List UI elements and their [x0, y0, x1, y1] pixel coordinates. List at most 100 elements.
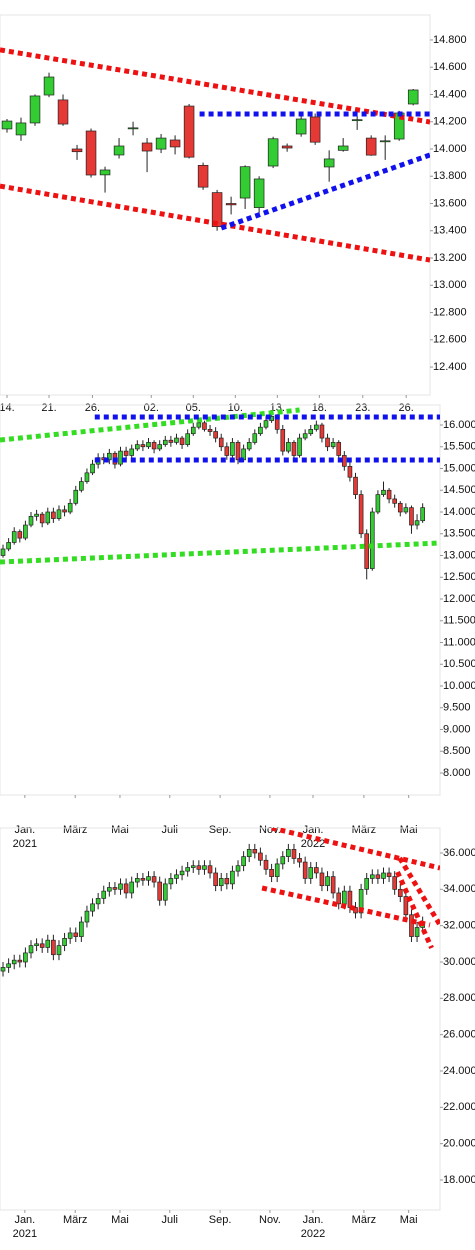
candle-body — [409, 507, 414, 526]
x-tick-label: Jan. — [14, 824, 35, 836]
candle-body — [151, 442, 157, 450]
candle-body — [23, 952, 28, 963]
candle-body — [99, 169, 111, 176]
candle-body — [67, 502, 73, 513]
candle-body — [6, 542, 11, 550]
candle-body — [197, 164, 209, 188]
candle-body — [224, 878, 230, 885]
y-tick-label: 30.000 — [443, 956, 475, 968]
candle-body — [409, 914, 414, 937]
candle-body — [17, 531, 23, 539]
trend-line — [261, 885, 431, 928]
candle-body — [230, 442, 235, 456]
candle-body — [297, 437, 302, 456]
y-tick-label: 12.000 — [443, 593, 475, 605]
candle-body — [414, 520, 420, 526]
x-tick-label: 26. — [399, 402, 414, 414]
y-tick-label: 13.600 — [433, 197, 467, 209]
candle-body — [379, 140, 391, 143]
x-tick-label: Mai — [400, 824, 418, 836]
candle-body — [252, 433, 258, 443]
candle-body — [375, 494, 381, 513]
x-tick-label: 21. — [41, 402, 56, 414]
candle-body — [207, 865, 213, 874]
candle-body — [155, 137, 167, 150]
y-tick-label: 8.500 — [443, 745, 471, 757]
candle-body — [386, 872, 392, 877]
candle-body — [302, 433, 308, 439]
x-tick-year: 2021 — [13, 838, 37, 850]
candle-body — [397, 502, 403, 513]
y-tick-label: 13.800 — [433, 170, 467, 182]
candle-body — [314, 867, 319, 874]
candle-body — [375, 874, 381, 879]
y-tick-label: 32.000 — [443, 920, 475, 932]
candle-body — [84, 910, 90, 923]
candle-body — [45, 511, 51, 524]
candle-body — [280, 429, 286, 452]
candle-body — [269, 868, 274, 877]
plot-area — [0, 407, 440, 580]
x-tick-label: Sep. — [209, 824, 232, 836]
y-tick-label: 36.000 — [443, 847, 475, 859]
candle-body — [79, 921, 84, 937]
plot-area — [0, 47, 430, 263]
x-tick-label: 18. — [312, 402, 327, 414]
candle-body — [107, 887, 112, 892]
candle-body — [246, 442, 252, 450]
candle-body — [253, 178, 265, 208]
candle-body — [323, 158, 335, 168]
candle-body — [295, 118, 307, 135]
candle-body — [263, 420, 269, 428]
x-tick-label: März — [63, 1214, 87, 1226]
candle-body — [392, 876, 397, 890]
y-tick-label: 12.400 — [433, 361, 467, 373]
x-tick-label: Jan. — [14, 1214, 35, 1226]
y-tick-label: 14.000 — [433, 143, 467, 155]
candle-body — [11, 531, 17, 543]
x-tick-label: Jan. — [303, 1214, 324, 1226]
candle-body — [118, 883, 123, 890]
candle-body — [6, 963, 11, 968]
candle-body — [185, 867, 190, 872]
candle-body — [267, 138, 279, 167]
candle-body — [39, 513, 45, 524]
candle-body — [28, 945, 34, 954]
candle-body — [337, 145, 349, 151]
candle-body — [34, 943, 39, 946]
y-tick-label: 13.000 — [433, 279, 467, 291]
candle-body — [202, 422, 207, 430]
candle-body — [347, 465, 353, 478]
x-tick-label: 14. — [0, 402, 15, 414]
candle-body — [113, 145, 125, 156]
candle-body — [386, 489, 392, 500]
x-tick-label: 26. — [85, 402, 100, 414]
candle-body — [263, 859, 269, 870]
trend-line — [0, 183, 430, 263]
candle-body — [347, 890, 353, 908]
y-tick-label: 34.000 — [443, 883, 475, 895]
x-tick-label: 10. — [228, 402, 243, 414]
candle-body — [274, 863, 280, 877]
candle-body — [414, 927, 420, 937]
y-tick-label: 13.400 — [433, 225, 467, 237]
candle-body — [246, 849, 252, 857]
candle-body — [62, 509, 67, 513]
candle-body — [17, 959, 23, 963]
y-tick-label: 24.000 — [443, 1065, 475, 1077]
candle-body — [230, 870, 235, 885]
x-tick-label: Nov. — [259, 1214, 281, 1226]
candle-body — [319, 872, 325, 887]
candle-body — [179, 437, 185, 445]
candle-body — [11, 959, 17, 965]
candle-body — [84, 472, 90, 482]
candle-body — [235, 865, 241, 872]
y-tick-label: 11.000 — [443, 636, 475, 648]
x-tick-label: Mai — [400, 1214, 418, 1226]
candle-body — [319, 424, 325, 439]
candle-body — [224, 446, 230, 456]
y-tick-label: 14.600 — [433, 61, 467, 73]
y-tick-label: 14.000 — [443, 506, 475, 518]
x-tick-year: 2022 — [301, 838, 325, 850]
candle-body — [185, 433, 190, 445]
